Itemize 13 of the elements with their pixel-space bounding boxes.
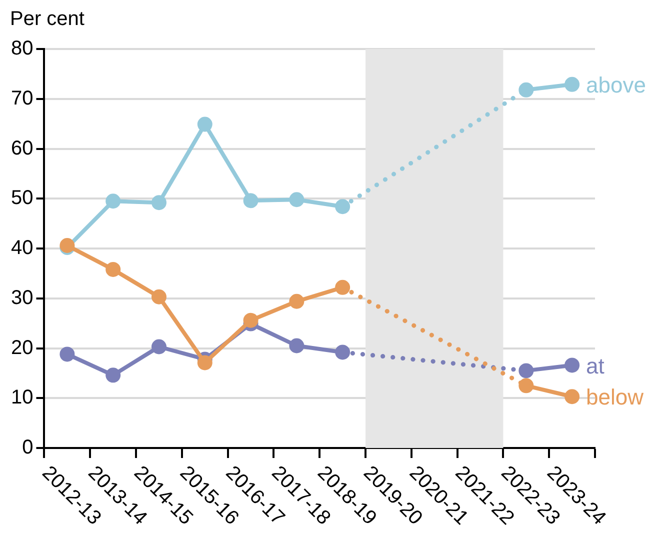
series-label: below [586,384,644,410]
series-label: at [586,353,604,378]
series-label: above [586,72,646,98]
y-tick-label: 20 [10,336,34,359]
y-tick-label: 70 [10,87,34,110]
y-tick-label: 10 [10,386,34,409]
y-axis-title: Per cent [9,8,86,32]
y-tick-label: 30 [10,286,34,309]
y-tick-label: 80 [10,38,34,60]
y-tick-label: 60 [10,137,34,160]
y-tick-label: 50 [10,187,34,210]
y-tick-label: 40 [10,237,34,260]
y-tick-label: 0 [22,436,34,459]
